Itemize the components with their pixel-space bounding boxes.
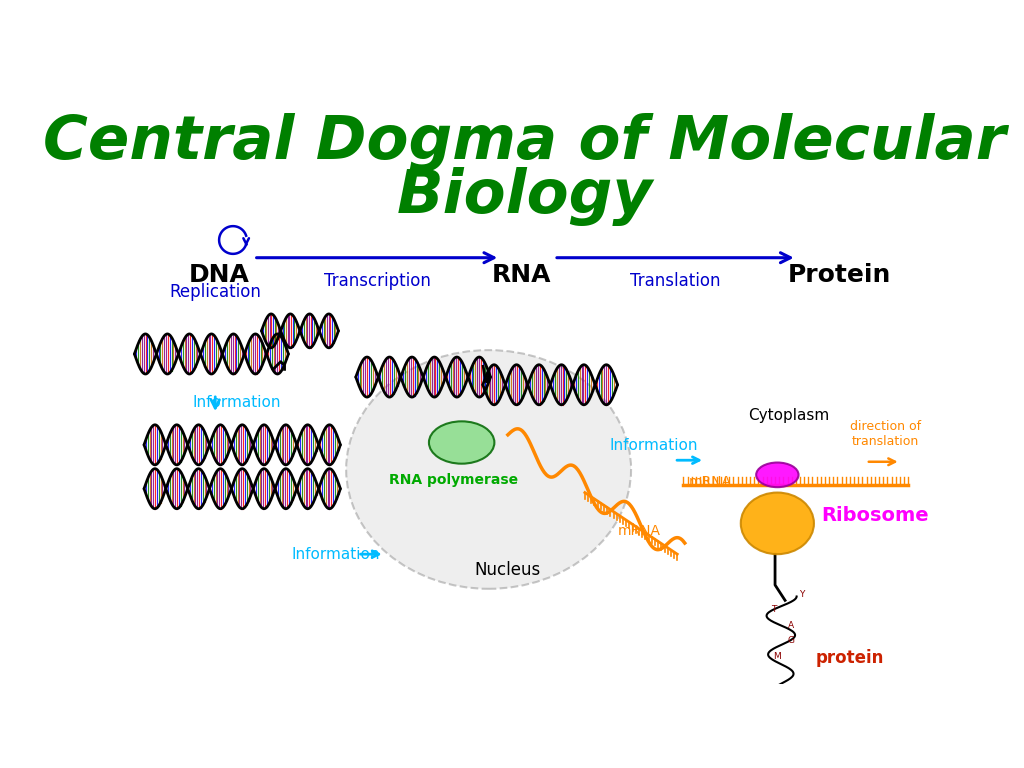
Text: RNA polymerase: RNA polymerase bbox=[389, 473, 518, 488]
Ellipse shape bbox=[429, 422, 495, 464]
Text: Information: Information bbox=[193, 395, 281, 410]
Text: direction of
translation: direction of translation bbox=[850, 420, 921, 448]
Text: Ribosome: Ribosome bbox=[821, 506, 929, 525]
Text: Central Dogma of Molecular: Central Dogma of Molecular bbox=[43, 113, 1007, 172]
Text: Biology: Biology bbox=[396, 167, 653, 226]
Text: Translation: Translation bbox=[630, 272, 720, 290]
Text: DNA: DNA bbox=[188, 263, 250, 287]
Text: mRNA: mRNA bbox=[617, 524, 660, 538]
Text: Transcription: Transcription bbox=[324, 272, 430, 290]
Text: protein: protein bbox=[816, 649, 885, 667]
Text: Cytoplasm: Cytoplasm bbox=[749, 408, 829, 423]
Text: M: M bbox=[773, 652, 781, 660]
Ellipse shape bbox=[740, 492, 814, 554]
Text: Replication: Replication bbox=[169, 283, 261, 301]
Text: Information: Information bbox=[610, 438, 698, 452]
Text: Information: Information bbox=[292, 547, 380, 561]
Text: A: A bbox=[788, 621, 795, 630]
Text: RNA: RNA bbox=[492, 263, 552, 287]
Text: G: G bbox=[787, 636, 794, 645]
Ellipse shape bbox=[756, 462, 799, 487]
Text: Y: Y bbox=[799, 590, 804, 598]
Text: Protein: Protein bbox=[787, 263, 891, 287]
Text: Nucleus: Nucleus bbox=[475, 561, 541, 578]
Text: T: T bbox=[771, 605, 777, 614]
Ellipse shape bbox=[346, 350, 631, 589]
Text: mRNA: mRNA bbox=[689, 475, 732, 489]
